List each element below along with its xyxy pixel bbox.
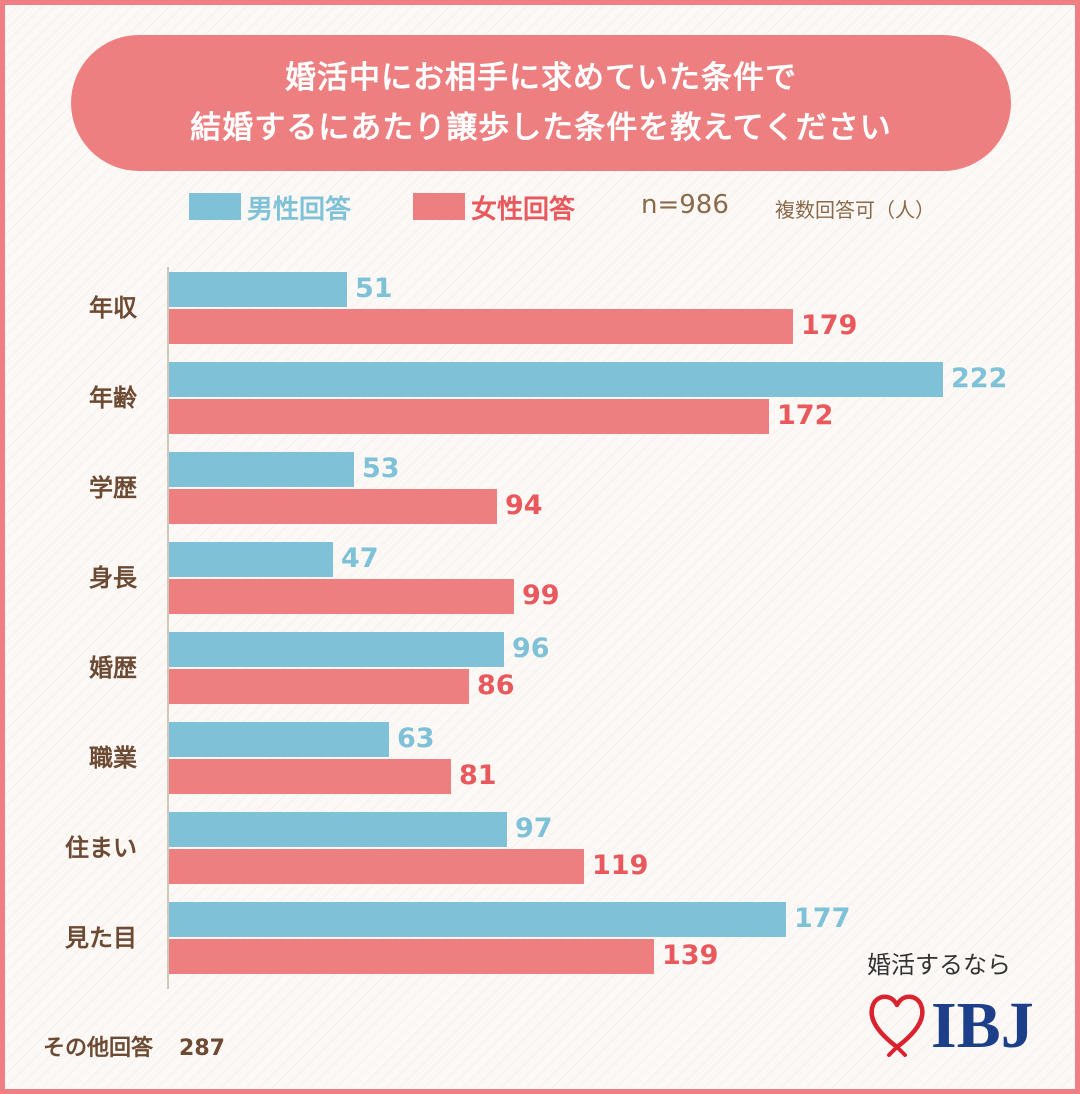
bar-male xyxy=(169,452,354,487)
data-label-female: 172 xyxy=(777,400,834,431)
data-label-female: 86 xyxy=(477,670,515,701)
bar-male xyxy=(169,812,507,847)
data-label-female: 99 xyxy=(522,580,560,611)
legend-label-female: 女性回答 xyxy=(471,195,576,225)
brand-tagline: 婚活するなら xyxy=(867,951,1011,979)
bar-female xyxy=(169,579,514,614)
other-answers-value: 287 xyxy=(179,1036,225,1061)
bar-female xyxy=(169,399,769,434)
category-label: 見た目 xyxy=(65,924,137,952)
ibj-logo: IBJ xyxy=(869,989,1034,1057)
bar-female xyxy=(169,489,497,524)
bar-male xyxy=(169,362,943,397)
data-label-male: 47 xyxy=(341,543,379,574)
legend-swatch-female xyxy=(413,193,465,220)
title-line-1: 婚活中にお相手に求めていた条件で xyxy=(285,60,797,96)
category-axis-line xyxy=(167,267,169,989)
bar-male xyxy=(169,632,504,667)
data-label-male: 53 xyxy=(362,453,400,484)
category-label: 学歴 xyxy=(89,474,137,502)
data-label-male: 51 xyxy=(355,273,393,304)
title-line-2: 結婚するにあたり譲歩した条件を教えてください xyxy=(190,110,892,146)
bar-male xyxy=(169,272,347,307)
title-banner: 婚活中にお相手に求めていた条件で 結婚するにあたり譲歩した条件を教えてください xyxy=(71,35,1011,171)
data-label-female: 139 xyxy=(662,940,719,971)
data-label-male: 63 xyxy=(397,723,435,754)
category-label: 婚歴 xyxy=(89,654,137,682)
other-answers: その他回答 287 xyxy=(43,1030,225,1062)
bar-female xyxy=(169,669,469,704)
category-label: 住まい xyxy=(65,834,137,862)
sample-size: n=986 xyxy=(641,190,729,220)
heart-icon xyxy=(869,994,925,1057)
other-answers-label: その他回答 xyxy=(43,1036,154,1061)
logo-text: IBJ xyxy=(931,989,1034,1057)
category-label: 職業 xyxy=(89,744,137,772)
data-label-female: 119 xyxy=(592,850,649,881)
bar-male xyxy=(169,902,786,937)
category-label: 年齢 xyxy=(89,384,137,412)
bar-male xyxy=(169,722,389,757)
category-label: 年収 xyxy=(89,294,137,322)
data-label-male: 222 xyxy=(951,363,1008,394)
data-label-female: 94 xyxy=(505,490,543,521)
category-label: 身長 xyxy=(89,564,137,592)
bar-female xyxy=(169,759,451,794)
data-label-male: 97 xyxy=(515,813,553,844)
bar-female xyxy=(169,309,793,344)
data-label-female: 81 xyxy=(459,760,497,791)
data-label-male: 96 xyxy=(512,633,550,664)
legend-label-male: 男性回答 xyxy=(247,195,352,225)
bar-female xyxy=(169,849,584,884)
bar-female xyxy=(169,939,654,974)
data-label-female: 179 xyxy=(801,310,858,341)
data-label-male: 177 xyxy=(794,903,851,934)
bar-male xyxy=(169,542,333,577)
legend-swatch-male xyxy=(189,193,241,220)
multiple-answer-note: 複数回答可（人） xyxy=(775,198,935,222)
